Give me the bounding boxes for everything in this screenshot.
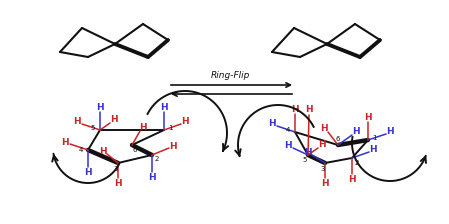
Text: H: H (61, 138, 69, 146)
Text: H: H (348, 174, 356, 183)
Text: H: H (148, 172, 156, 181)
Text: H: H (96, 103, 104, 112)
Text: 4: 4 (79, 147, 83, 153)
Text: 2: 2 (355, 160, 359, 166)
Text: H: H (110, 114, 118, 123)
Text: H: H (84, 168, 92, 177)
Text: 3: 3 (114, 166, 118, 172)
Text: H: H (318, 140, 326, 149)
Text: H: H (364, 112, 372, 121)
Text: H: H (291, 105, 299, 114)
Text: H: H (352, 127, 360, 136)
Text: H: H (139, 123, 147, 131)
Text: 1: 1 (372, 135, 376, 141)
Text: 6: 6 (133, 147, 137, 153)
Text: 5: 5 (303, 157, 307, 163)
Text: H: H (99, 146, 107, 155)
Text: H: H (181, 116, 189, 125)
Text: H: H (369, 144, 377, 153)
Text: H: H (284, 140, 292, 149)
Text: 3: 3 (321, 166, 325, 172)
Text: 5: 5 (91, 125, 95, 131)
Text: H: H (305, 105, 313, 114)
Text: H: H (114, 179, 122, 187)
Text: H: H (321, 179, 329, 187)
Text: H: H (160, 103, 168, 112)
Text: H: H (73, 116, 81, 125)
Text: H: H (268, 118, 276, 127)
Text: H: H (304, 147, 312, 157)
Text: 4: 4 (286, 127, 290, 133)
Text: H: H (386, 127, 394, 136)
Text: 2: 2 (155, 156, 159, 162)
Text: H: H (320, 123, 328, 133)
Text: H: H (169, 142, 177, 151)
Text: Ring-Flip: Ring-Flip (210, 71, 250, 80)
Text: 1: 1 (168, 125, 172, 131)
Text: 6: 6 (336, 136, 340, 142)
